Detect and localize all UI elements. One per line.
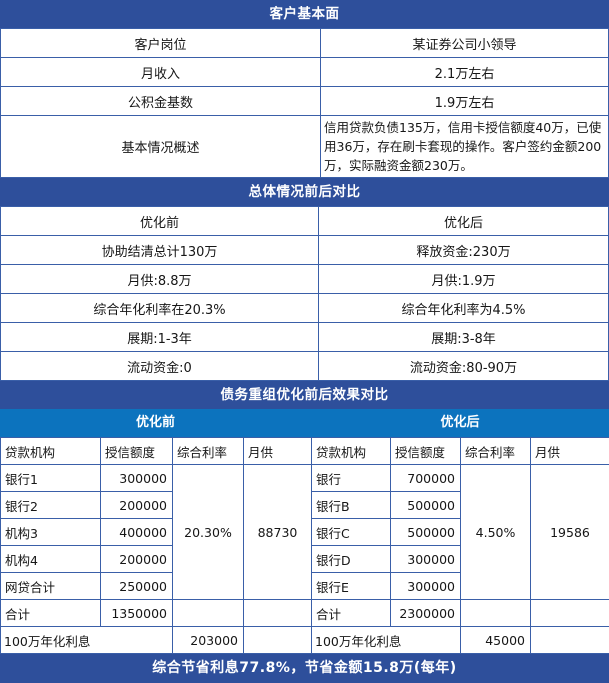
cell-before-term: 展期:1-3年 — [0, 322, 319, 352]
cell-value-income: 2.1万左右 — [320, 57, 609, 87]
cell-after-annual-value: 45000 — [460, 626, 531, 654]
cell-after-rate: 综合年化利率为4.5% — [318, 293, 609, 323]
cell-before-settlement: 协助结清总计130万 — [0, 235, 319, 265]
cell-after-institution: 银行C — [311, 518, 391, 546]
basic-info-table: 客户岗位 某证券公司小领导 月收入 2.1万左右 公积金基数 1.9万左右 基本… — [0, 28, 609, 178]
table-row: 协助结清总计130万 释放资金:230万 — [0, 235, 609, 265]
cell-before-monthly: 88730 — [243, 464, 312, 600]
cell-after-monthly: 19586 — [530, 464, 609, 600]
cell-label-overview: 基本情况概述 — [0, 115, 321, 178]
cell-before-total-amount: 1350000 — [100, 599, 173, 627]
col-header-after-amount: 授信额度 — [390, 437, 461, 465]
cell-before-amount: 200000 — [100, 491, 173, 519]
cell-before-annual-value: 203000 — [172, 626, 244, 654]
cell-after-institution: 银行D — [311, 545, 391, 573]
cell-after-liquidity: 流动资金:80-90万 — [318, 351, 609, 381]
col-header-after-monthly: 月供 — [530, 437, 609, 465]
table-row: 流动资金:0 流动资金:80-90万 — [0, 351, 609, 381]
cell-after-term: 展期:3-8年 — [318, 322, 609, 352]
cell-after-amount: 500000 — [390, 491, 461, 519]
table-row: 展期:1-3年 展期:3-8年 — [0, 322, 609, 352]
section3-title: 债务重组优化前后效果对比 — [0, 381, 609, 409]
cell-before-amount: 200000 — [100, 545, 173, 573]
col-header-before: 优化前 — [0, 206, 319, 236]
table-row: 客户岗位 某证券公司小领导 — [0, 28, 609, 58]
cell-before-liquidity: 流动资金:0 — [0, 351, 319, 381]
col-header-before-institution: 贷款机构 — [0, 437, 101, 465]
cell-after-released-funds: 释放资金:230万 — [318, 235, 609, 265]
cell-before-amount: 300000 — [100, 464, 173, 492]
cell-after-amount: 300000 — [390, 545, 461, 573]
table-row: 机构4 200000 银行D 300000 — [0, 545, 609, 573]
cell-before-total-rate-blank — [172, 599, 244, 627]
cell-after-monthly: 月供:1.9万 — [318, 264, 609, 294]
cell-after-total-rate-blank — [460, 599, 531, 627]
cell-before-total-label: 合计 — [0, 599, 101, 627]
table-row: 公积金基数 1.9万左右 — [0, 86, 609, 116]
col-header-before-amount: 授信额度 — [100, 437, 173, 465]
cell-after-institution: 银行E — [311, 572, 391, 600]
table-row: 机构3 400000 银行C 500000 — [0, 518, 609, 546]
col-header-before-rate: 综合利率 — [172, 437, 244, 465]
debt-restructure-table: 贷款机构 授信额度 综合利率 月供 贷款机构 授信额度 综合利率 月供 银行1 … — [0, 437, 609, 654]
section2-title: 总体情况前后对比 — [0, 178, 609, 206]
cell-after-amount: 700000 — [390, 464, 461, 492]
cell-before-institution: 机构4 — [0, 545, 101, 573]
table-row: 综合年化利率在20.3% 综合年化利率为4.5% — [0, 293, 609, 323]
cell-after-total-label: 合计 — [311, 599, 391, 627]
cell-after-amount: 500000 — [390, 518, 461, 546]
cell-before-rate: 20.30% — [172, 464, 244, 600]
cell-after-institution: 银行B — [311, 491, 391, 519]
cell-before-annual-blank — [243, 626, 312, 654]
overall-comparison-table: 优化前 优化后 协助结清总计130万 释放资金:230万 月供:8.8万 月供:… — [0, 206, 609, 381]
table-row: 银行2 200000 银行B 500000 — [0, 491, 609, 519]
table-row-header: 优化前 优化后 — [0, 206, 609, 236]
cell-after-annual-label: 100万年化利息 — [311, 626, 461, 654]
col-header-after-institution: 贷款机构 — [311, 437, 391, 465]
cell-label-position: 客户岗位 — [0, 28, 321, 58]
cell-after-institution: 银行 — [311, 464, 391, 492]
cell-after-total-amount: 2300000 — [390, 599, 461, 627]
cell-before-amount: 400000 — [100, 518, 173, 546]
cell-value-fund-base: 1.9万左右 — [320, 86, 609, 116]
table-row-total: 合计 1350000 合计 2300000 — [0, 599, 609, 627]
col-header-after: 优化后 — [318, 206, 609, 236]
cell-before-institution: 网贷合计 — [0, 572, 101, 600]
section3-subheader: 优化前 优化后 — [0, 409, 609, 437]
col-header-before-monthly: 月供 — [243, 437, 312, 465]
cell-value-position: 某证券公司小领导 — [320, 28, 609, 58]
table-row: 网贷合计 250000 银行E 300000 — [0, 572, 609, 600]
table-row-overview: 基本情况概述 信用贷款负债135万，信用卡授信额度40万，已使用36万，存在刷卡… — [0, 115, 609, 178]
cell-before-total-monthly-blank — [243, 599, 312, 627]
cell-value-overview: 信用贷款负债135万，信用卡授信额度40万，已使用36万，存在刷卡套现的操作。客… — [320, 115, 609, 178]
cell-after-annual-blank — [530, 626, 609, 654]
subheader-before: 优化前 — [0, 409, 311, 437]
cell-before-institution: 银行1 — [0, 464, 101, 492]
cell-after-rate: 4.50% — [460, 464, 531, 600]
cell-before-institution: 银行2 — [0, 491, 101, 519]
table-row-annual-interest: 100万年化利息 203000 100万年化利息 45000 — [0, 626, 609, 654]
table-row: 月供:8.8万 月供:1.9万 — [0, 264, 609, 294]
subheader-after: 优化后 — [311, 409, 609, 437]
section1-title: 客户基本面 — [0, 0, 609, 28]
table-row: 银行1 300000 20.30% 88730 银行 700000 4.50% … — [0, 464, 609, 600]
cell-label-fund-base: 公积金基数 — [0, 86, 321, 116]
table-row-header: 贷款机构 授信额度 综合利率 月供 贷款机构 授信额度 综合利率 月供 — [0, 437, 609, 465]
cell-label-income: 月收入 — [0, 57, 321, 87]
cell-before-amount: 250000 — [100, 572, 173, 600]
cell-before-annual-label: 100万年化利息 — [0, 626, 173, 654]
cell-before-monthly: 月供:8.8万 — [0, 264, 319, 294]
col-header-after-rate: 综合利率 — [460, 437, 531, 465]
cell-before-rate: 综合年化利率在20.3% — [0, 293, 319, 323]
cell-after-total-monthly-blank — [530, 599, 609, 627]
savings-summary-banner: 综合节省利息77.8%，节省金额15.8万(每年) — [0, 654, 609, 683]
cell-before-institution: 机构3 — [0, 518, 101, 546]
cell-after-amount: 300000 — [390, 572, 461, 600]
table-row: 月收入 2.1万左右 — [0, 57, 609, 87]
